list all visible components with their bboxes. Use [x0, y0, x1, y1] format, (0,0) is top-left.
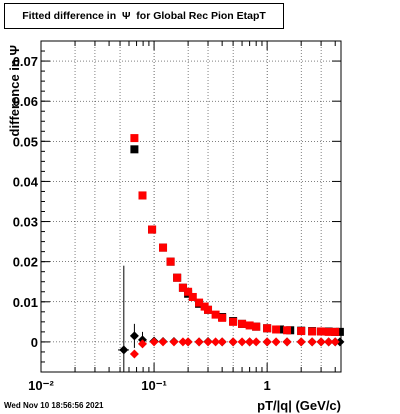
series-3 — [129, 337, 340, 359]
data-point — [335, 327, 344, 336]
data-point — [307, 337, 317, 347]
y-tick-label: 0.01 — [13, 295, 38, 310]
timestamp-footer: Wed Nov 10 18:56:56 2021 — [4, 401, 104, 410]
data-point — [158, 337, 168, 347]
data-point — [263, 324, 272, 333]
x-axis-title: pT/|q| (GeV/c) — [257, 398, 341, 413]
data-point — [159, 243, 168, 252]
data-point — [252, 322, 261, 331]
data-point — [283, 326, 292, 335]
data-point — [324, 327, 333, 336]
data-point — [211, 310, 220, 319]
data-point — [130, 145, 139, 154]
x-tick-label: 10⁻² — [28, 378, 54, 393]
series-1 — [130, 134, 340, 336]
data-point — [271, 337, 281, 347]
data-point — [335, 337, 345, 347]
data-point — [308, 327, 317, 336]
data-point — [148, 225, 157, 234]
data-point — [129, 331, 139, 341]
y-tick-label: 0.05 — [13, 134, 38, 149]
data-point — [137, 339, 147, 349]
data-point — [184, 287, 193, 296]
data-point — [317, 327, 326, 336]
x-tick-label: 1 — [264, 378, 271, 393]
y-tick-label: 0.04 — [13, 174, 39, 189]
data-point — [251, 337, 261, 347]
grid-lines — [40, 41, 341, 373]
data-point — [228, 337, 238, 347]
data-point — [272, 325, 281, 334]
data-point — [183, 337, 193, 347]
data-point — [229, 317, 238, 326]
data-point — [237, 337, 247, 347]
y-tick-label: 0 — [31, 335, 38, 350]
data-point — [218, 313, 227, 322]
series-0 — [130, 145, 344, 336]
x-tick-label: 10⁻¹ — [141, 378, 167, 393]
data-point — [296, 337, 306, 347]
data-point — [178, 337, 188, 347]
y-tick-label: 0.02 — [13, 255, 38, 270]
data-point — [330, 337, 340, 347]
data-point — [297, 327, 306, 336]
data-point — [238, 319, 247, 328]
data-point — [217, 337, 227, 347]
data-point — [195, 298, 204, 307]
data-point — [204, 305, 213, 314]
data-point — [324, 337, 334, 347]
data-point — [169, 337, 179, 347]
data-point — [211, 337, 221, 347]
data-point — [130, 134, 139, 143]
data-point — [262, 337, 272, 347]
data-point — [194, 337, 204, 347]
chart-title: Fitted difference in Ψ for Global Rec Pi… — [4, 3, 284, 29]
data-point — [166, 257, 175, 266]
data-point — [316, 337, 326, 347]
data-point — [149, 337, 159, 347]
plot-frame — [40, 40, 342, 373]
data-point — [245, 337, 255, 347]
data-point — [331, 327, 340, 336]
data-point — [138, 191, 147, 200]
data-point — [178, 283, 187, 292]
data-point — [129, 349, 139, 359]
data-point — [203, 337, 213, 347]
data-point — [282, 337, 292, 347]
data-point — [173, 273, 182, 282]
data-point — [119, 345, 129, 355]
y-tick-label: 0.06 — [13, 94, 38, 109]
y-tick-label: 0.07 — [13, 54, 38, 69]
data-point — [188, 292, 197, 301]
y-axis-title: difference in Ψ — [7, 45, 22, 136]
data-point — [245, 321, 254, 330]
y-tick-label: 0.03 — [13, 215, 38, 230]
